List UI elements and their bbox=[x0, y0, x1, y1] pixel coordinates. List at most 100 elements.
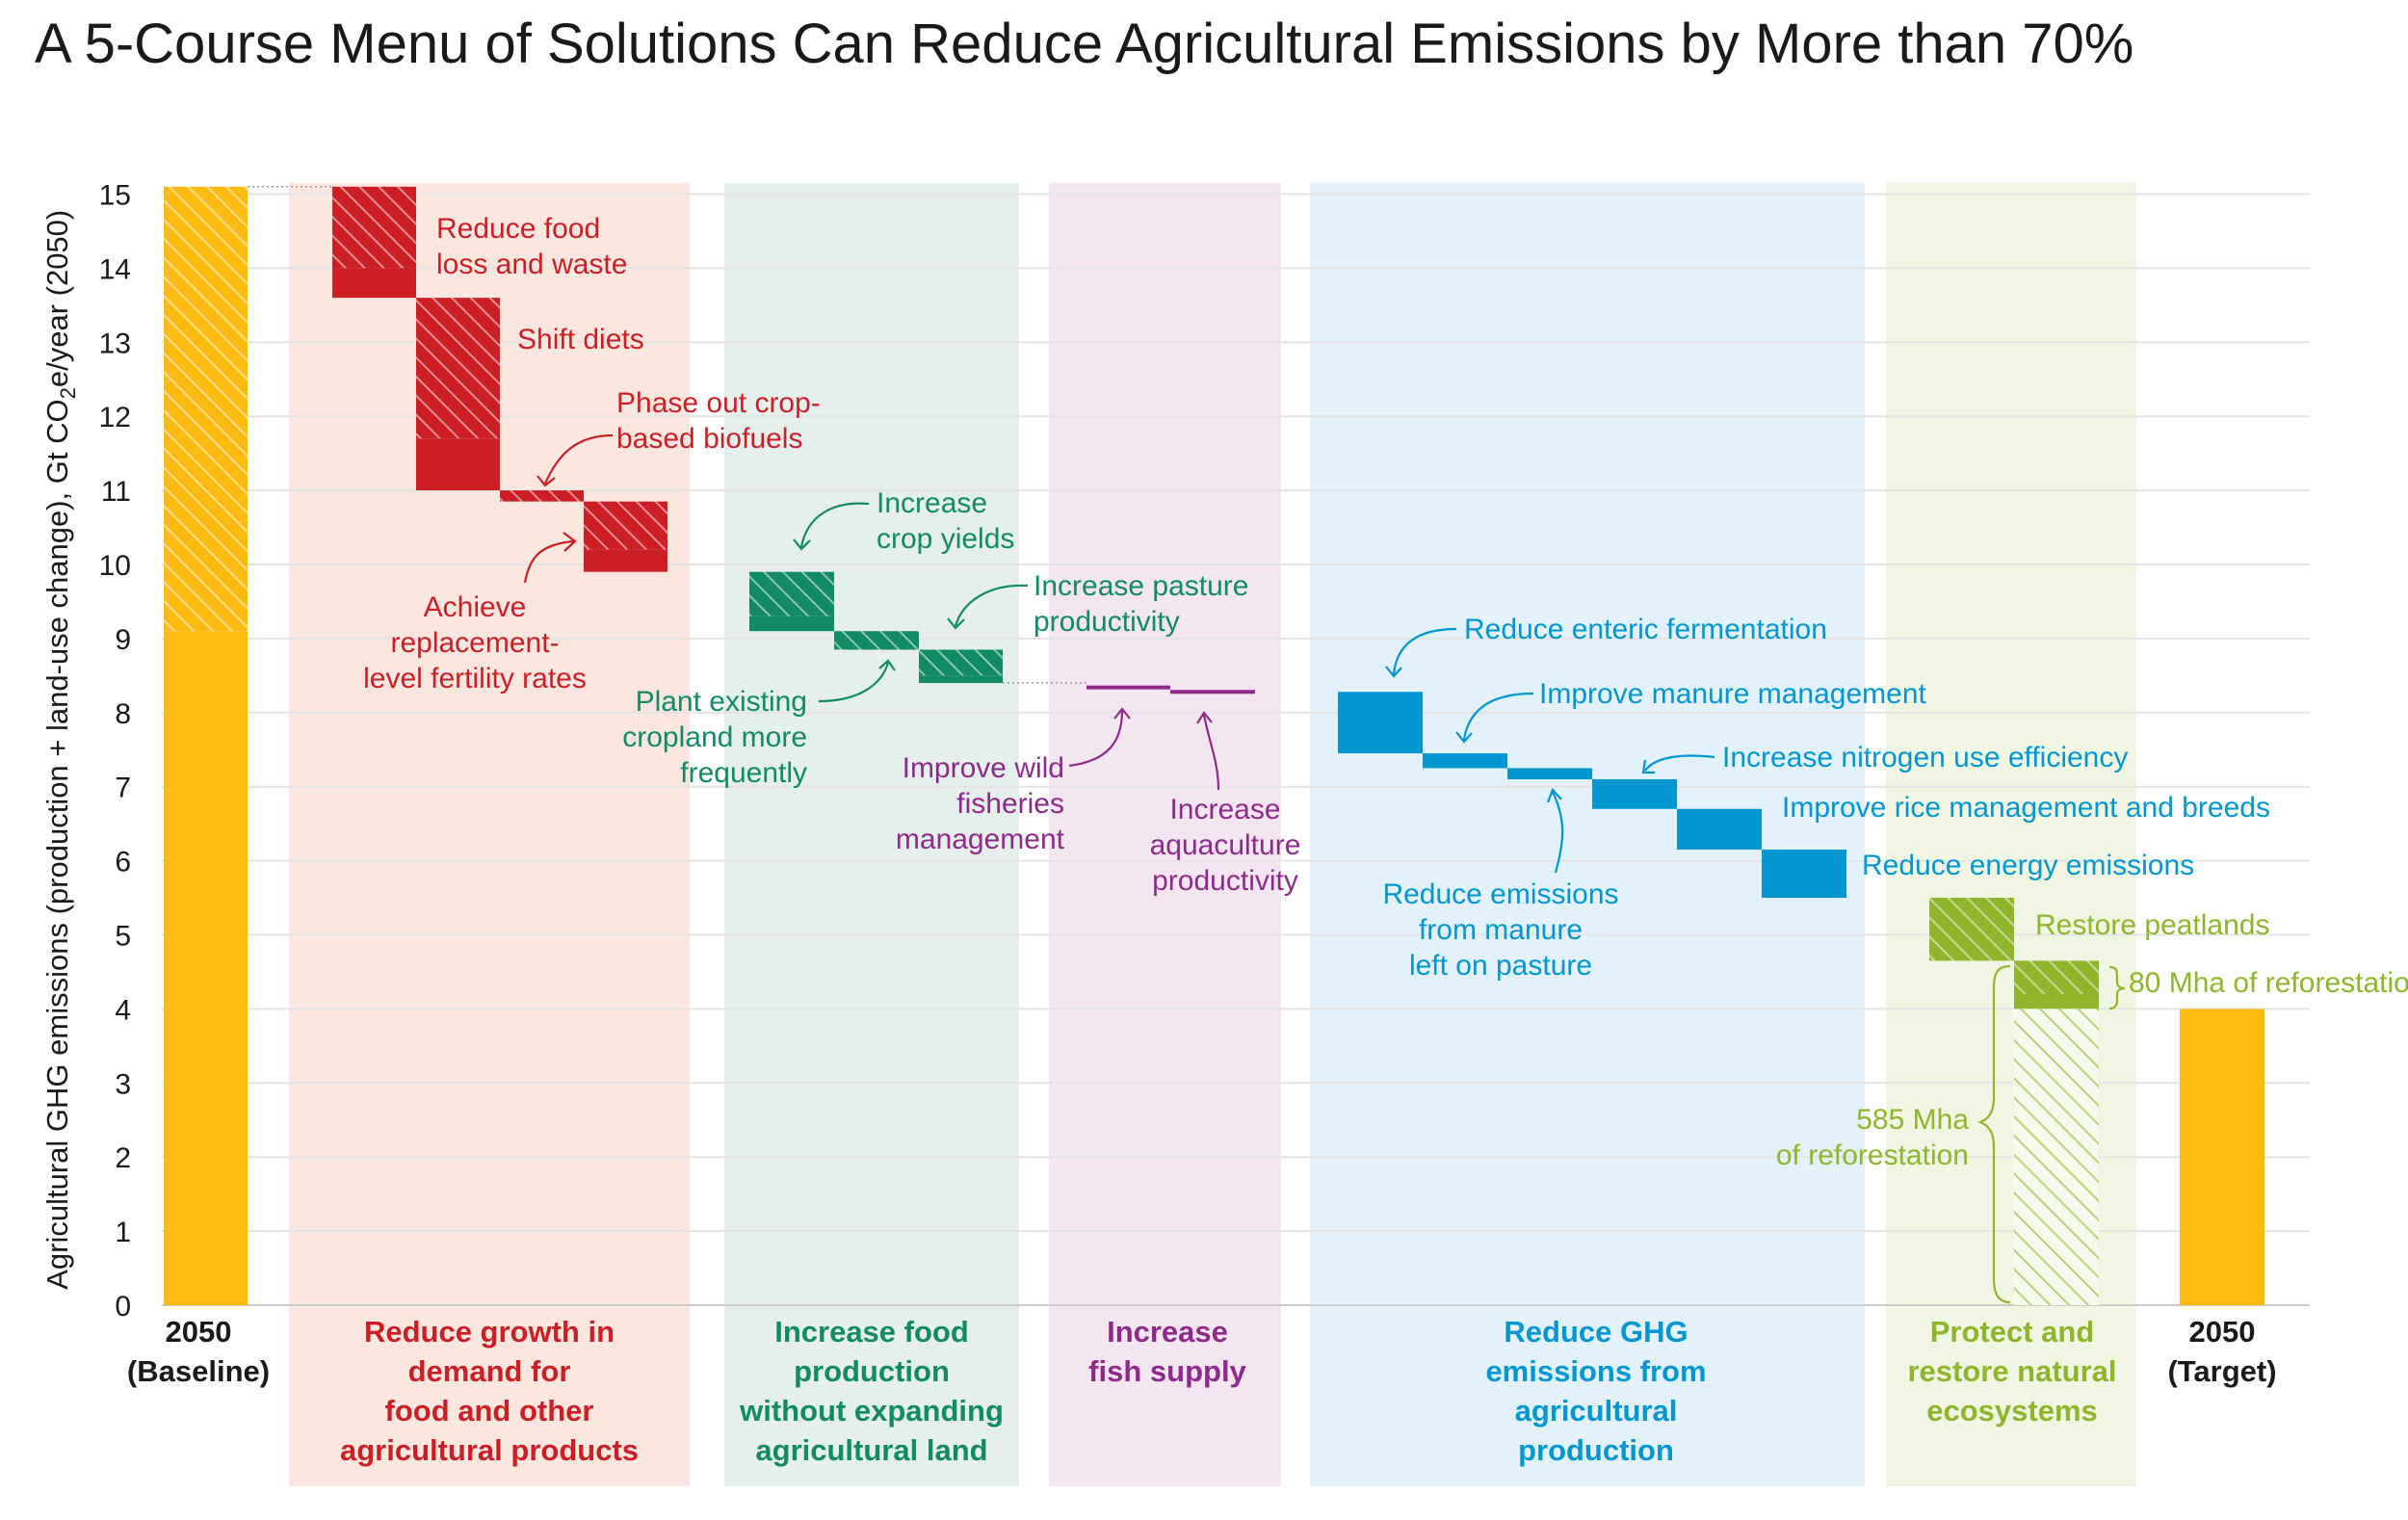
ann-pasture-line-2: productivity bbox=[1034, 606, 1180, 638]
ann-peatlands-line-1: Restore peatlands bbox=[2035, 909, 2270, 941]
bar-target bbox=[2180, 1009, 2264, 1305]
ann-fertility-line-3: level fertility rates bbox=[363, 663, 587, 694]
category-label-demand-line-2: demand for bbox=[408, 1354, 571, 1388]
ann-fertility-arrow bbox=[523, 539, 574, 584]
ann-food-loss-line-2: loss and waste bbox=[436, 249, 627, 280]
endpoint-label-baseline-line-1: 2050 bbox=[166, 1315, 232, 1349]
category-backgrounds bbox=[289, 182, 2136, 1486]
y-tick-label-8: 8 bbox=[115, 698, 131, 730]
panel-fish bbox=[1049, 182, 1281, 1486]
ann-wild-fisheries-line-2: fisheries bbox=[956, 788, 1064, 820]
y-tick-label-12: 12 bbox=[99, 402, 131, 433]
y-tick-label-2: 2 bbox=[115, 1142, 131, 1174]
bar-step-6-hatched bbox=[834, 631, 919, 650]
category-label-food-line-3: without expanding bbox=[739, 1394, 1004, 1428]
category-labels: Reduce growth in demand for food and other… bbox=[127, 1315, 2277, 1467]
ann-fertility-arrow-head bbox=[563, 532, 577, 552]
ann-manure-mgmt-arrow bbox=[1462, 692, 1534, 741]
endpoint-label-baseline-line-2: (Baseline) bbox=[127, 1354, 270, 1388]
bar-step-17-hatched bbox=[2014, 960, 2099, 995]
bar-step-18 bbox=[2014, 1009, 2099, 1305]
panel-ghg bbox=[1310, 182, 1865, 1486]
ann-plant-existing-line-2: cropland more bbox=[622, 721, 807, 753]
y-tick-label-0: 0 bbox=[115, 1291, 131, 1323]
y-tick-label-3: 3 bbox=[115, 1068, 131, 1100]
y-tick-label-4: 4 bbox=[115, 994, 131, 1026]
category-label-nature-line-3: ecosystems bbox=[1926, 1394, 2098, 1428]
ann-wild-fisheries-arrow bbox=[1068, 710, 1124, 768]
ann-manure-pasture-line-1: Reduce emissions bbox=[1382, 878, 1618, 910]
bar-step-3-hatched bbox=[500, 490, 584, 502]
ann-food-loss-line-1: Reduce food bbox=[436, 213, 600, 245]
bar-step-14 bbox=[1677, 808, 1762, 851]
ann-crop-yields-line-1: Increase bbox=[877, 487, 987, 519]
bar-step-7-solid bbox=[919, 675, 1003, 684]
bar-step-11 bbox=[1423, 753, 1507, 769]
ann-manure-pasture-arrow bbox=[1552, 791, 1564, 874]
ann-plant-existing-line-3: frequently bbox=[680, 757, 807, 789]
category-label-demand-line-3: food and other bbox=[385, 1394, 594, 1428]
ann-nitrogen-arrow-head bbox=[1641, 759, 1655, 774]
category-label-demand-line-4: agricultural products bbox=[340, 1433, 639, 1467]
ann-shift-diets-line-1: Shift diets bbox=[517, 324, 644, 355]
ann-aquaculture-line-1: Increase bbox=[1169, 794, 1280, 826]
ann-biofuels-line-1: Phase out crop- bbox=[616, 387, 821, 419]
ann-wild-fisheries-line-1: Improve wild bbox=[903, 752, 1064, 784]
bar-baseline-solid bbox=[164, 631, 248, 1305]
bar-step-1-solid bbox=[332, 268, 416, 299]
y-tick-label-13: 13 bbox=[99, 328, 131, 359]
ann-biofuels-line-2: based biofuels bbox=[616, 423, 802, 455]
ann-biofuels-arrow-head bbox=[537, 475, 556, 487]
category-label-fish-line-2: fish supply bbox=[1088, 1354, 1246, 1388]
ann-energy-line-1: Reduce energy emissions bbox=[1862, 850, 2194, 881]
category-label-ghg-line-4: production bbox=[1518, 1433, 1674, 1467]
y-axis-label-pre: Agricultural GHG emissions (production +… bbox=[40, 399, 74, 1289]
y-axis-label-sub: 2 bbox=[56, 387, 80, 399]
chart-title: A 5-Course Menu of Solutions Can Reduce … bbox=[35, 13, 2133, 75]
endpoint-label-target-line-2: (Target) bbox=[2167, 1354, 2276, 1388]
ann-reforest-585-line-1: 585 Mha bbox=[1856, 1104, 1969, 1136]
category-label-fish-line-1: Increase bbox=[1107, 1315, 1228, 1349]
bar-step-5-solid bbox=[749, 616, 834, 632]
endpoint-label-target-line-1: 2050 bbox=[2189, 1315, 2256, 1349]
ann-nitrogen-line-1: Increase nitrogen use efficiency bbox=[1722, 742, 2128, 773]
category-label-ghg-line-1: Reduce GHG bbox=[1504, 1315, 1688, 1349]
bar-step-7-hatched bbox=[919, 649, 1003, 676]
category-label-food-line-4: agricultural land bbox=[755, 1433, 987, 1467]
ann-reforest-80-brace bbox=[2108, 965, 2126, 1010]
bar-step-2-hatched bbox=[416, 298, 500, 439]
bar-step-5-hatched bbox=[749, 571, 834, 616]
category-label-nature-line-2: restore natural bbox=[1907, 1354, 2116, 1388]
ann-reforest-585-line-2: of reforestation bbox=[1776, 1140, 1969, 1171]
y-tick-label-11: 11 bbox=[101, 476, 131, 508]
bar-step-4-hatched bbox=[584, 501, 667, 550]
ann-pasture-line-1: Increase pasture bbox=[1034, 570, 1248, 602]
y-axis-label: Agricultural GHG emissions (production +… bbox=[40, 210, 80, 1290]
category-label-food-line-2: production bbox=[794, 1354, 950, 1388]
bar-step-9 bbox=[1170, 690, 1255, 694]
category-label-ghg-line-2: emissions from bbox=[1485, 1354, 1706, 1388]
y-tick-label-1: 1 bbox=[115, 1217, 131, 1248]
bars bbox=[164, 186, 2264, 1305]
ann-fertility-line-1: Achieve bbox=[424, 591, 527, 623]
ann-plant-existing-line-1: Plant existing bbox=[636, 686, 807, 718]
ann-reforest-585-brace bbox=[1976, 964, 2011, 1304]
ann-biofuels-arrow bbox=[543, 433, 614, 485]
category-label-nature-line-1: Protect and bbox=[1930, 1315, 2095, 1349]
bar-step-1-hatched bbox=[332, 186, 416, 269]
ann-enteric-line-1: Reduce enteric fermentation bbox=[1464, 614, 1827, 645]
y-tick-label-10: 10 bbox=[99, 550, 131, 582]
ann-enteric-arrow-head bbox=[1385, 666, 1402, 678]
bar-step-12 bbox=[1507, 768, 1592, 780]
ann-enteric-arrow bbox=[1392, 627, 1457, 675]
ann-rice-line-1: Improve rice management and breeds bbox=[1782, 792, 2270, 824]
ann-aquaculture-line-2: aquaculture bbox=[1150, 829, 1301, 861]
ann-manure-mgmt-line-1: Improve manure management bbox=[1539, 678, 1927, 710]
bar-step-16-hatched bbox=[1929, 898, 2014, 961]
ann-aquaculture-arrow bbox=[1202, 714, 1220, 791]
bar-baseline-hatched bbox=[164, 186, 248, 632]
annotations: Reduce food loss and waste Shift diets Phas… bbox=[363, 213, 2408, 1304]
ann-plant-existing-arrow bbox=[818, 662, 890, 703]
